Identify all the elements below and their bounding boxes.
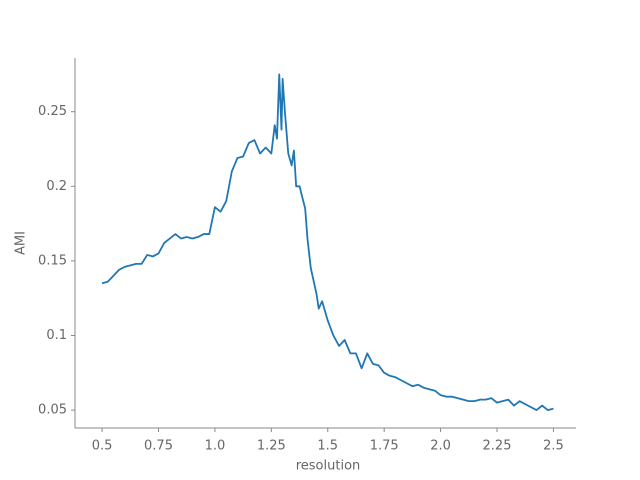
x-tick-label: 2.25 (483, 439, 512, 454)
data-line (101, 73, 554, 411)
x-tick-label: 1.5 (317, 439, 338, 454)
y-tick-label: 0.2 (46, 179, 67, 194)
y-tick-label: 0.05 (38, 403, 67, 418)
y-tick-label: 0.15 (38, 253, 67, 268)
y-tick-label: 0.25 (38, 104, 67, 119)
x-tick-label: 0.5 (92, 439, 113, 454)
x-tick-label: 1.75 (370, 439, 399, 454)
x-tick-label: 1.0 (205, 439, 226, 454)
x-axis-label: resolution (296, 459, 361, 474)
y-axis-label: AMI (14, 231, 29, 255)
y-tick-label: 0.1 (46, 328, 67, 343)
x-tick-label: 0.75 (144, 439, 173, 454)
x-tick-label: 2.0 (430, 439, 451, 454)
x-tick-label: 1.25 (257, 439, 286, 454)
x-tick-label: 2.5 (543, 439, 564, 454)
